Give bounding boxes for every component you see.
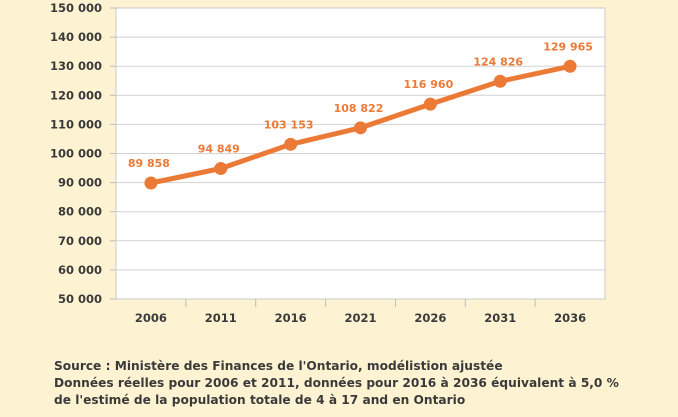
source-note: Source : Ministère des Finances de l'Ont… [54,358,619,409]
data-labels: 89 858 94 849 103 153 108 822 116 960 124 826… [128,40,593,170]
x-tick-label: 2021 [344,311,376,325]
y-tick-label: 140 000 [50,30,102,44]
y-tick-label: 100 000 [50,147,102,161]
y-tick-label: 130 000 [50,59,102,73]
y-tick-label: 120 000 [50,88,102,102]
y-tick-label: 110 000 [50,117,102,131]
x-tick-label: 2011 [205,311,237,325]
data-point [214,161,228,175]
data-label: 108 822 [334,102,384,115]
data-label: 124 826 [473,55,523,68]
x-tick-label: 2036 [554,311,586,325]
x-tick-label: 2026 [414,311,446,325]
data-label: 116 960 [403,78,453,91]
y-tick-label: 70 000 [58,234,102,248]
data-point [284,137,298,151]
data-point [423,97,437,111]
data-point [144,176,158,190]
data-point [354,121,367,135]
y-tick-label: 90 000 [58,176,102,190]
x-tick-label: 2006 [135,311,167,325]
x-axis-tick-labels: 2006 2011 2016 2021 2026 2031 2036 [135,299,586,325]
data-point [493,74,507,88]
data-label: 89 858 [128,157,170,170]
y-tick-label: 60 000 [58,263,102,277]
data-label: 94 849 [198,142,240,155]
data-label: 129 965 [543,40,593,53]
y-tick-label: 150 000 [50,1,102,15]
source-line-3: de l'estimé de la population totale de 4… [54,393,466,407]
y-tick-label: 80 000 [58,205,102,219]
x-tick-label: 2031 [484,311,516,325]
y-tick-label: 50 000 [58,292,102,306]
y-axis-tick-labels: 50 000 60 000 70 000 80 000 90 000 100 000 110… [50,1,116,306]
data-label: 103 153 [264,118,314,131]
x-tick-label: 2016 [275,311,307,325]
series-layer [144,59,577,190]
source-line-1: Source : Ministère des Finances de l'Ont… [54,359,503,373]
source-line-2: Données réelles pour 2006 et 2011, donné… [54,376,619,390]
data-point [563,59,577,73]
